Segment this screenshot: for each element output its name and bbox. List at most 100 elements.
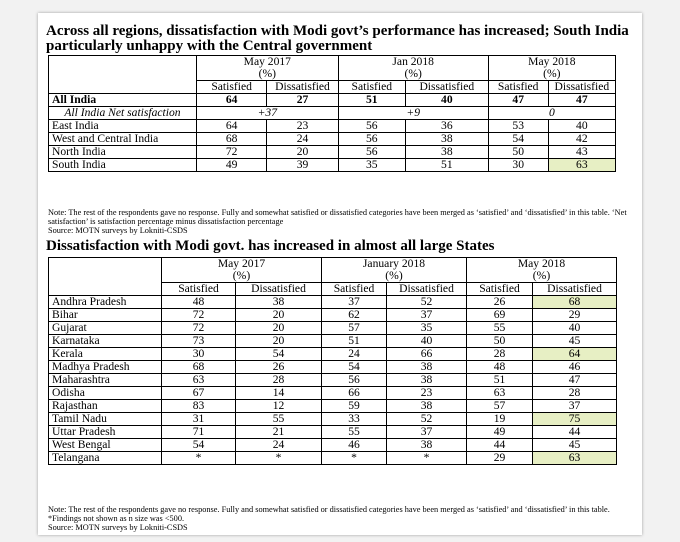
table2-footnote: Note: The rest of the respondents gave n…	[48, 505, 633, 532]
column-header: Satisfied	[161, 282, 236, 296]
cell: 48	[161, 295, 236, 309]
row-label: Karnataka	[48, 334, 162, 348]
cell: 35	[386, 321, 467, 335]
sub-header-row: Satisfied Dissatisfied Satisfied Dissati…	[49, 80, 617, 94]
unit-header: (%)	[487, 68, 617, 81]
cell: 73	[161, 334, 236, 348]
cell: 37	[321, 295, 387, 309]
cell: 52	[386, 295, 467, 309]
cell: 28	[235, 373, 322, 387]
table-row: Madhya Pradesh 68 26 54 38 48 46	[48, 360, 617, 374]
cell: 40	[532, 321, 617, 335]
table-row: East India 64 23 56 36 53 40	[48, 119, 617, 133]
cell: 68	[161, 360, 236, 374]
cell: 72	[195, 145, 268, 159]
cell: 62	[321, 308, 387, 322]
row-label: East India	[48, 119, 197, 133]
cell: 51	[404, 158, 489, 172]
cell: 20	[235, 321, 322, 335]
cell: 37	[386, 308, 467, 322]
cell: 46	[532, 360, 617, 374]
row-label: All India	[48, 93, 197, 107]
row-label: Andhra Pradesh	[48, 295, 162, 309]
cell: 72	[161, 308, 236, 322]
cell: 56	[321, 373, 387, 387]
highlighted-cell: 63	[547, 158, 617, 172]
table2-title: Dissatisfaction with Modi govt. has incr…	[46, 238, 495, 254]
cell: 24	[235, 438, 322, 452]
document-page: Across all regions, dissatisfaction with…	[38, 13, 642, 535]
cell: 52	[386, 412, 467, 426]
net-cell: +9	[337, 106, 489, 120]
table-row: Odisha 67 14 66 23 63 28	[48, 386, 617, 400]
row-label: Rajasthan	[48, 399, 162, 413]
cell: 50	[487, 145, 549, 159]
cell: 20	[235, 308, 322, 322]
table-row: Bihar 72 20 62 37 69 29	[48, 308, 617, 322]
cell: 21	[235, 425, 322, 439]
column-header: Dissatisfied	[547, 80, 617, 94]
table1-note: Note: The rest of the respondents gave n…	[48, 208, 627, 226]
table-row: Kerala 30 54 24 66 28 64	[48, 347, 617, 361]
table-row: West and Central India 68 24 56 38 54 42	[48, 132, 617, 146]
cell: 24	[321, 347, 387, 361]
row-label: Tamil Nadu	[48, 412, 162, 426]
state-satisfaction-table: May 2017 January 2018 May 2018 (%) (%) (…	[48, 257, 617, 465]
unit-header: (%)	[337, 68, 489, 81]
corner-cell	[48, 257, 162, 296]
row-label: All India Net satisfaction	[48, 106, 197, 120]
cell: 66	[321, 386, 387, 400]
cell: 66	[386, 347, 467, 361]
cell: 38	[235, 295, 322, 309]
column-header: Satisfied	[487, 80, 549, 94]
cell: 45	[532, 334, 617, 348]
cell: 33	[321, 412, 387, 426]
table-row: West Bengal 54 24 46 38 44 45	[48, 438, 617, 452]
cell: 48	[466, 360, 533, 374]
table-row: Andhra Pradesh 48 38 37 52 26 68	[48, 295, 617, 309]
cell: 36	[404, 119, 489, 133]
row-label: Telangana	[48, 451, 162, 465]
unit-header-row: (%) (%) (%)	[49, 68, 617, 81]
cell: 47	[487, 93, 549, 107]
corner-cell	[48, 55, 197, 94]
row-label: Bihar	[48, 308, 162, 322]
cell: 45	[532, 438, 617, 452]
cell: 28	[466, 347, 533, 361]
cell: 56	[337, 132, 406, 146]
row-label: Kerala	[48, 347, 162, 361]
cell: 20	[266, 145, 339, 159]
cell: 26	[235, 360, 322, 374]
cell: 54	[487, 132, 549, 146]
highlighted-cell: 64	[532, 347, 617, 361]
all-india-row: All India 64 27 51 40 47 47	[48, 93, 617, 107]
table1-title: Across all regions, dissatisfaction with…	[46, 23, 629, 54]
cell: 44	[532, 425, 617, 439]
column-header: Satisfied	[466, 282, 533, 296]
cell: *	[161, 451, 236, 465]
cell: 54	[321, 360, 387, 374]
table-row: Gujarat 72 20 57 35 55 40	[48, 321, 617, 335]
cell: 37	[532, 399, 617, 413]
row-label: West Bengal	[48, 438, 162, 452]
unit-header: (%)	[466, 270, 617, 283]
highlighted-cell: 63	[532, 451, 617, 465]
row-label: North India	[48, 145, 197, 159]
cell: 51	[337, 93, 406, 107]
row-label: Uttar Pradesh	[48, 425, 162, 439]
period-header: May 2018	[487, 55, 617, 68]
table-row: Telangana * * * * 29 63	[48, 451, 617, 465]
cell: 69	[466, 308, 533, 322]
cell: 24	[266, 132, 339, 146]
unit-header: (%)	[321, 270, 467, 283]
cell: 38	[386, 399, 467, 413]
cell: 72	[161, 321, 236, 335]
cell: 67	[161, 386, 236, 400]
cell: 56	[337, 145, 406, 159]
cell: 29	[466, 451, 533, 465]
cell: 44	[466, 438, 533, 452]
cell: 83	[161, 399, 236, 413]
table2-note: Note: The rest of the respondents gave n…	[48, 505, 610, 523]
cell: 57	[466, 399, 533, 413]
cell: 30	[161, 347, 236, 361]
